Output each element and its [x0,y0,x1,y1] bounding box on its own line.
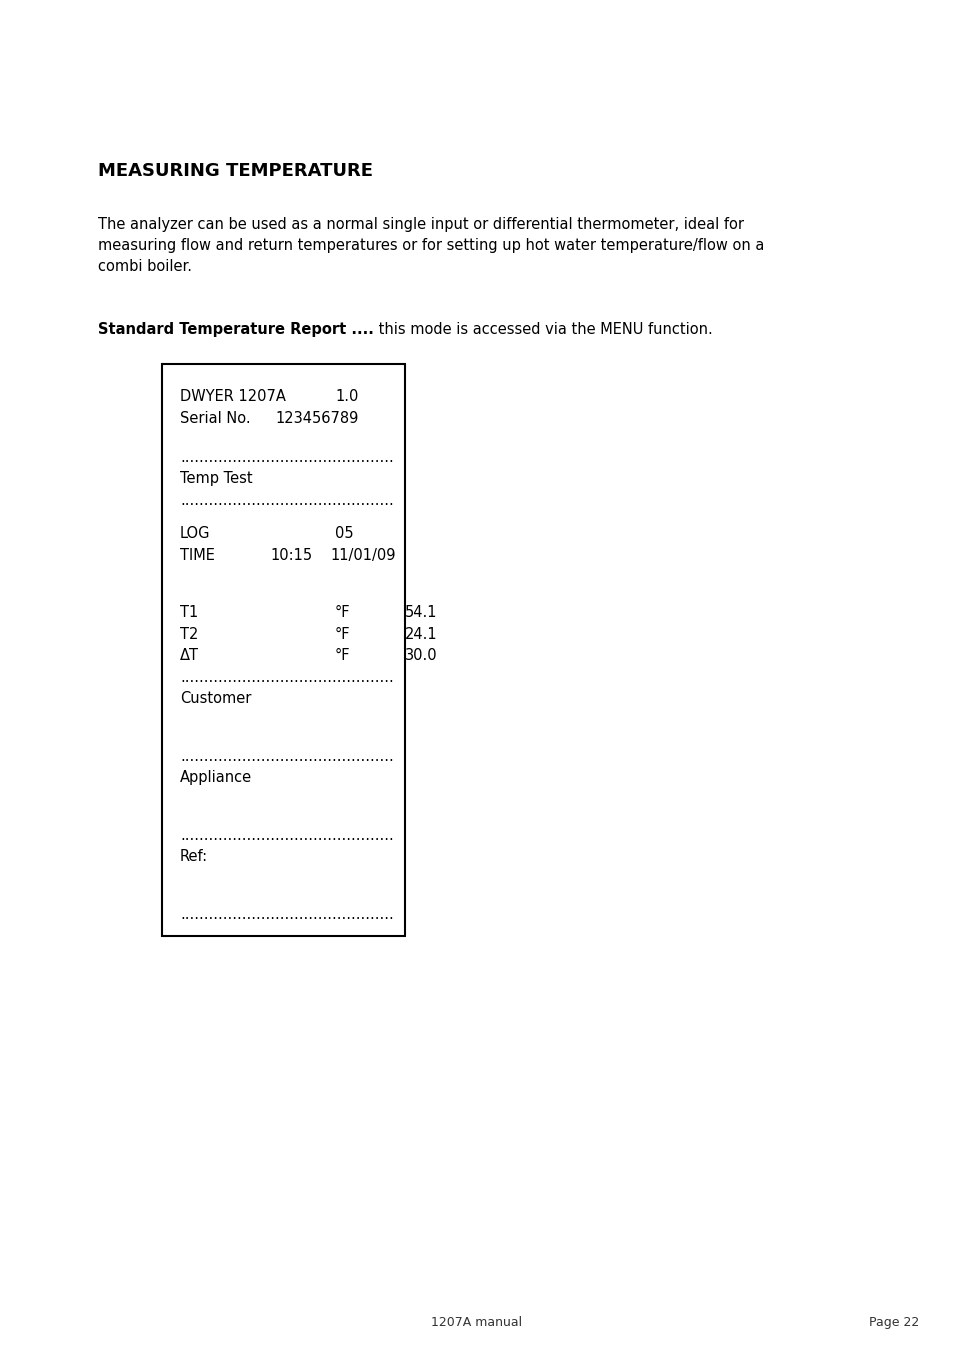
Bar [162,363,405,936]
Text: TIME: TIME [180,549,214,563]
Text: 54.1: 54.1 [405,605,437,620]
Text: T1: T1 [180,605,198,620]
Text: °F: °F [335,627,350,642]
Text: DWYER 1207A: DWYER 1207A [180,389,286,404]
Text: 24.1: 24.1 [405,627,437,642]
Text: 1207A manual: 1207A manual [431,1316,522,1329]
Text: T2: T2 [180,627,198,642]
Text: Page 22: Page 22 [868,1316,919,1329]
Text: 1.0: 1.0 [335,389,358,404]
Text: 05: 05 [335,527,354,542]
Text: °F: °F [335,648,350,663]
Text: °F: °F [335,605,350,620]
Text: .............................................: ........................................… [180,828,394,843]
Text: Ref:: Ref: [180,850,208,865]
Text: 11/01/09: 11/01/09 [330,549,395,563]
Text: 10:15: 10:15 [270,549,312,563]
Text: 30.0: 30.0 [405,648,437,663]
Text: 123456789: 123456789 [274,411,358,426]
Text: MEASURING TEMPERATURE: MEASURING TEMPERATURE [98,162,373,180]
Text: Serial No.: Serial No. [180,411,251,426]
Text: .............................................: ........................................… [180,748,394,765]
Text: Customer: Customer [180,692,251,707]
Text: The analyzer can be used as a normal single input or differential thermometer, i: The analyzer can be used as a normal sin… [98,218,763,274]
Text: LOG: LOG [180,527,211,542]
Text: this mode is accessed via the MENU function.: this mode is accessed via the MENU funct… [374,322,712,336]
Text: ΔT: ΔT [180,648,199,663]
Text: .............................................: ........................................… [180,670,394,685]
Text: Standard Temperature Report ....: Standard Temperature Report .... [98,322,374,336]
Text: .............................................: ........................................… [180,493,394,508]
Text: .............................................: ........................................… [180,907,394,921]
Text: Temp Test: Temp Test [180,471,253,486]
Text: .............................................: ........................................… [180,450,394,465]
Text: Appliance: Appliance [180,770,252,785]
